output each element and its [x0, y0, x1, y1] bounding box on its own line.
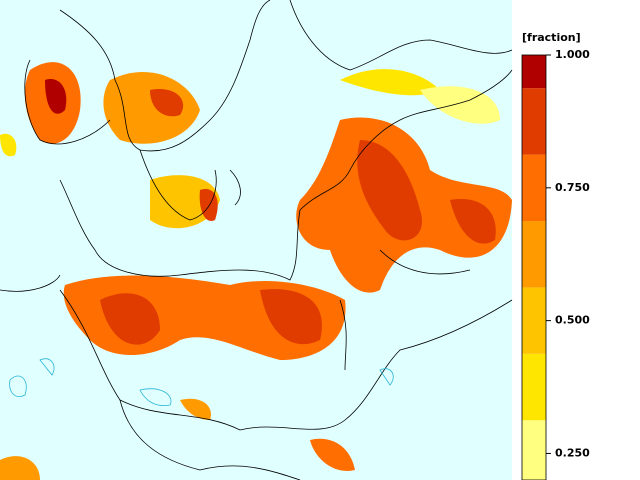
colorbar-label: [fraction] [522, 31, 581, 44]
colorbar-band [522, 353, 546, 421]
colorbar-band [522, 221, 546, 288]
colorbar-tick-label: 1.000 [555, 48, 590, 61]
colorbar-band [522, 154, 546, 222]
colorbar-frame [521, 54, 547, 480]
colorbar-band [522, 420, 546, 480]
colorbar-band [522, 287, 546, 354]
colorbar-tick-label: 0.500 [555, 314, 590, 327]
colorbar-band [522, 55, 546, 89]
map [0, 0, 513, 480]
colorbar-tick-label: 0.250 [555, 446, 590, 459]
colorbar-tick-label: 0.750 [555, 181, 590, 194]
colorbar-band [522, 88, 546, 155]
